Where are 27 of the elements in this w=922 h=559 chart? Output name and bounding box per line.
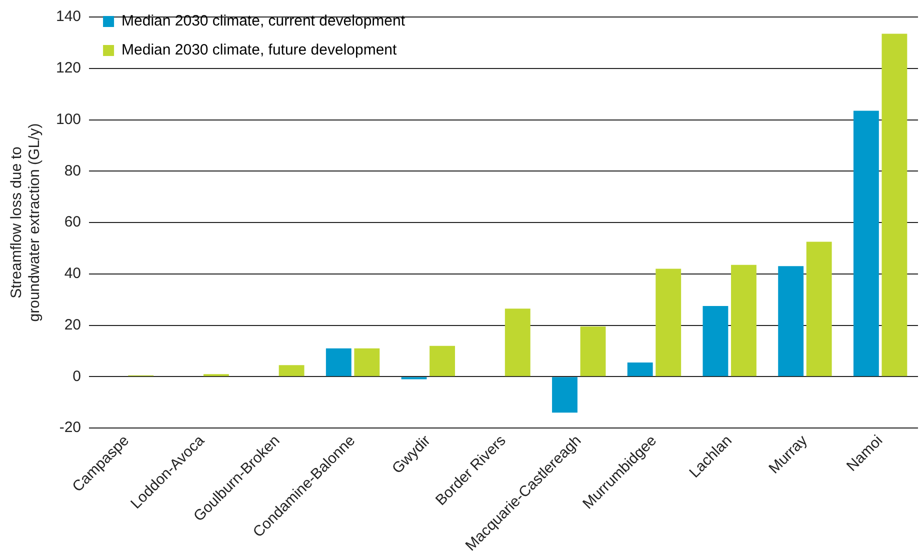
y-tick-label: 0 [72,368,82,385]
legend-label: Median 2030 climate, future development [122,42,398,59]
bar [778,266,804,376]
bar [430,346,455,376]
bar [278,365,304,376]
bar [326,348,352,376]
y-tick-label: 120 [56,60,82,77]
bar [702,306,728,376]
legend-label: Median 2030 climate, current development [122,12,406,30]
bar [806,242,832,376]
y-tick-label: -20 [59,419,82,436]
y-tick-label: 80 [64,162,82,180]
y-tick-label: 100 [56,110,82,128]
bar [354,348,380,376]
bar [853,110,879,376]
y-tick-label: 20 [64,316,82,334]
y-tick-label: 140 [56,8,82,26]
y-tick-label: 40 [64,265,82,282]
bar [580,326,606,376]
bar [731,264,756,376]
y-tick-label: 60 [64,214,82,231]
bar [504,308,530,376]
bar [656,268,682,376]
bar [552,377,578,413]
bar [627,362,653,376]
y-axis-title: Streamflow loss due to groundwater extraction (GL/y) [8,123,44,322]
bar [882,34,908,376]
